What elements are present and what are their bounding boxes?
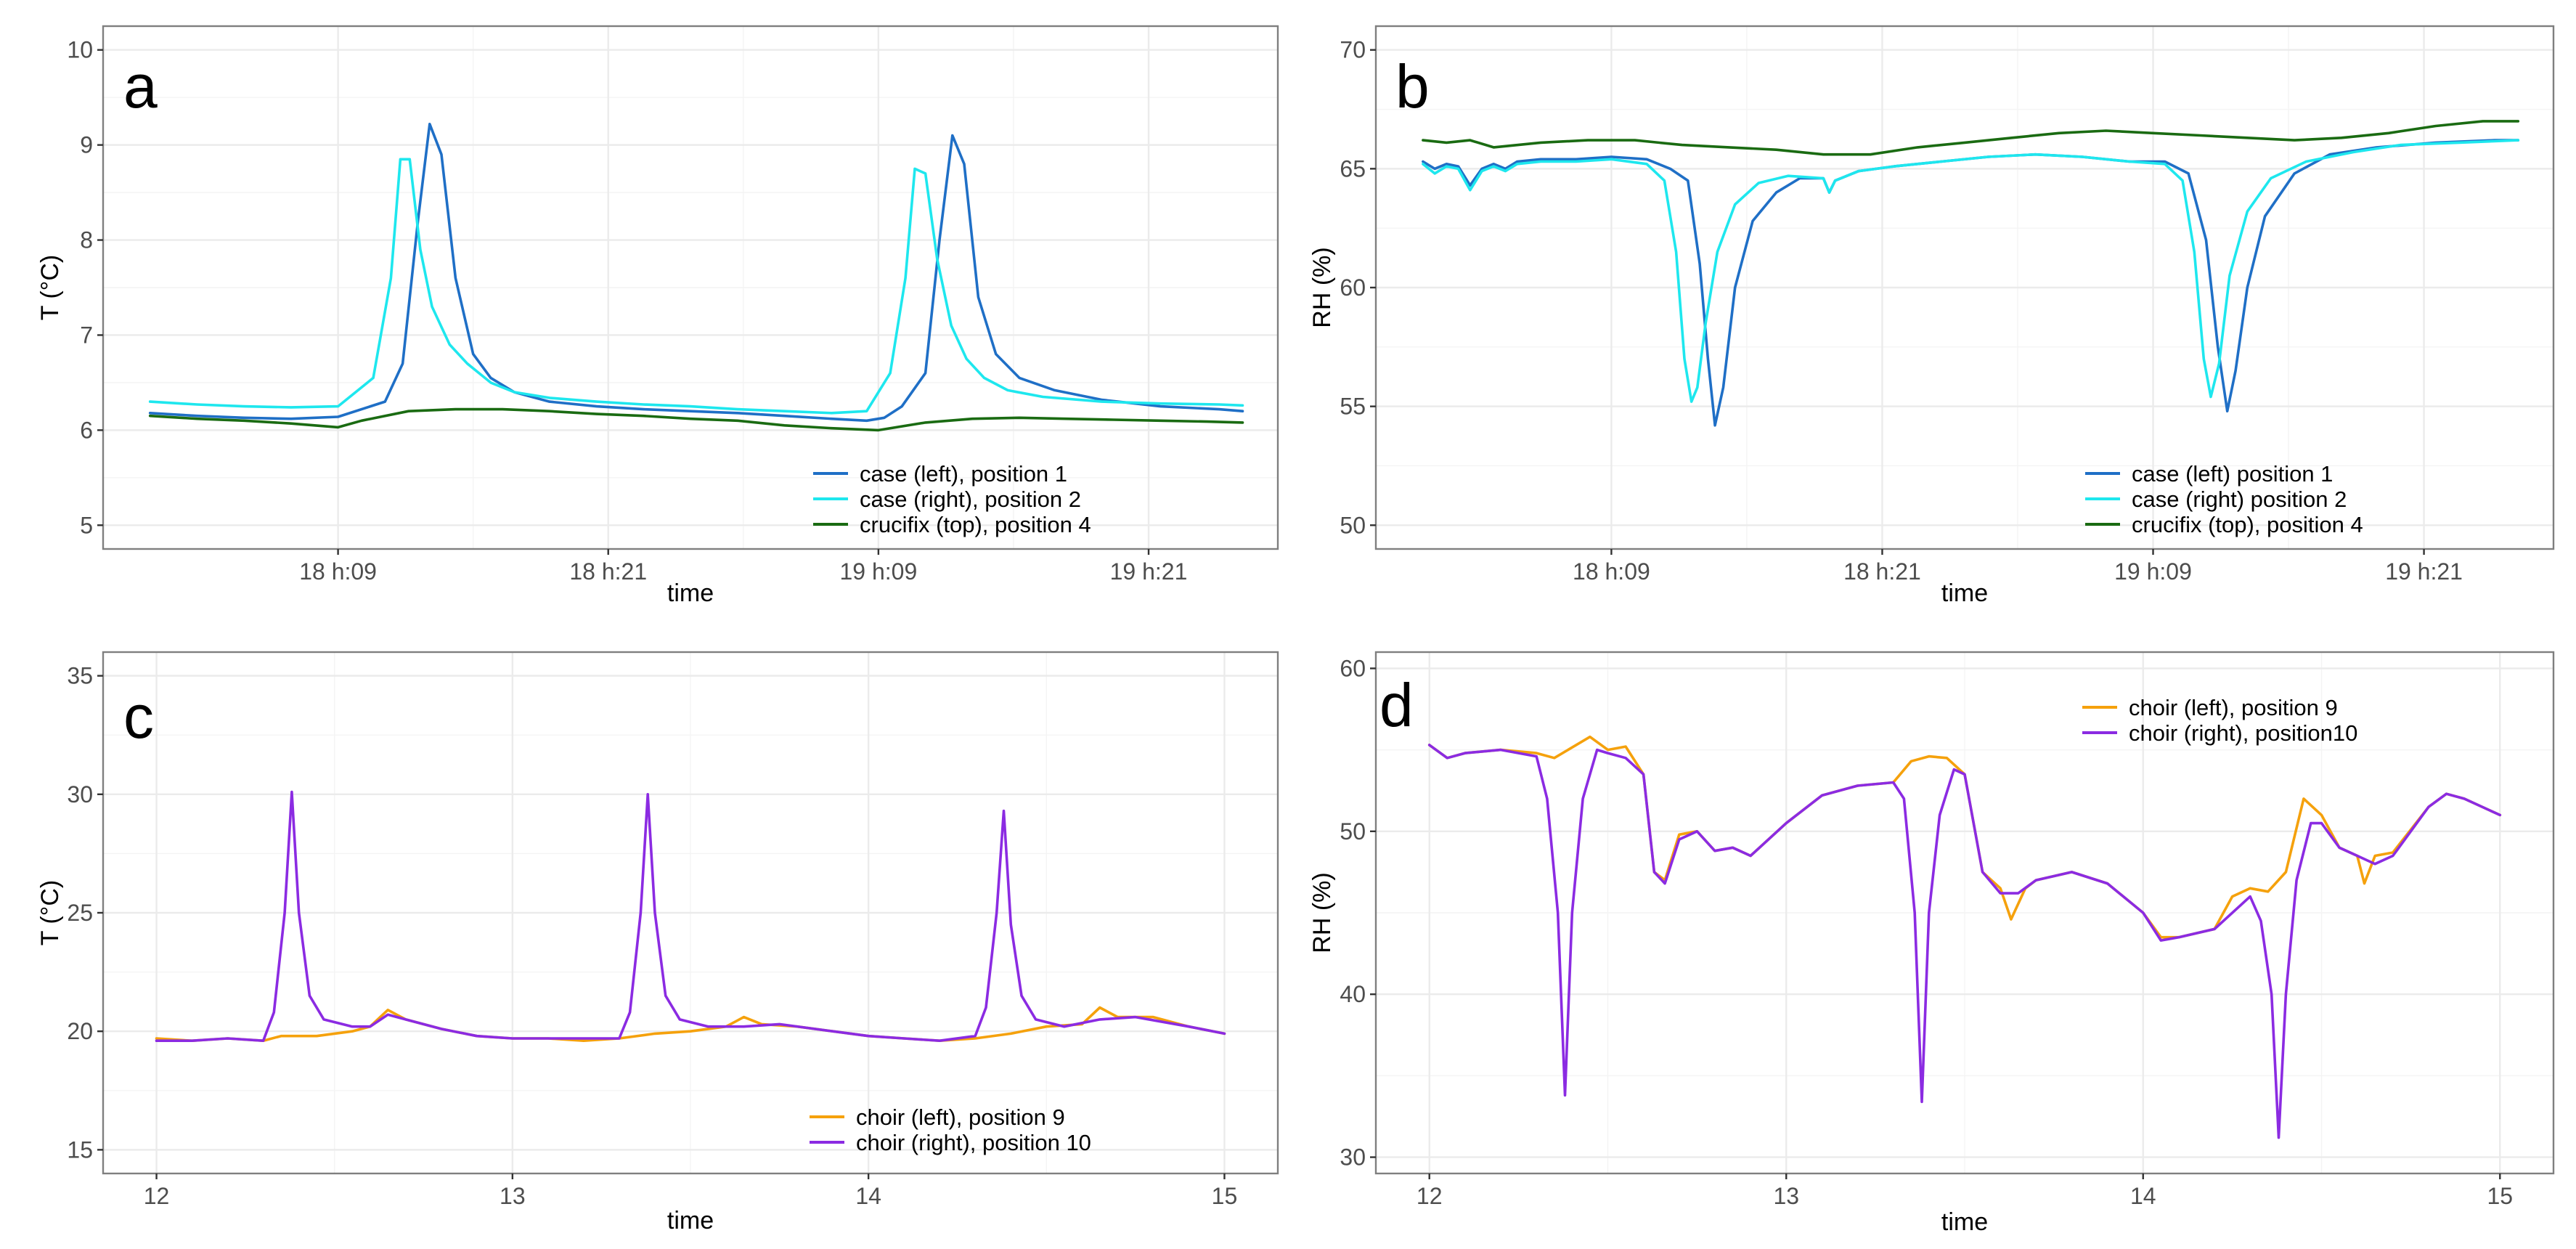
panel-c-series <box>155 790 1226 1042</box>
panel-d-y-axis-title: RH (%) <box>1308 872 1336 953</box>
panel-b-x-tick-label: 19 h:09 <box>2114 558 2192 585</box>
panel-b-y-tick-label: 70 <box>1340 37 1366 63</box>
panel-d-y-tick-label: 50 <box>1340 818 1366 845</box>
panel-a-y-tick-label: 9 <box>80 132 93 158</box>
panel-b-series <box>1422 120 2520 427</box>
panel-c-x-axis-title: time <box>667 1207 714 1234</box>
panel-b-legend-label-1: case (left) position 1 <box>2132 461 2333 487</box>
panel-a-x-tick-label: 18 h:09 <box>299 558 377 585</box>
panel-c-x-tick-label: 12 <box>144 1183 170 1209</box>
panel-a-series-line-2 <box>148 158 1244 415</box>
panel-d-frame <box>1374 651 2555 1175</box>
panel-b-y-tick-label: 60 <box>1340 274 1366 301</box>
panel-c-letter: c <box>123 683 154 751</box>
panel-a-x-tick-label: 19 h:21 <box>1110 558 1188 585</box>
panel-d: 12 13 14 15 30 40 50 60 d time RH (%) choir (le… <box>1308 651 2555 1236</box>
panel-c-x-tick-label: 15 <box>1212 1183 1238 1209</box>
panel-a: 18 h:09 18 h:21 19 h:09 19 h:21 5 6 7 8 9 10 a ti… <box>36 25 1279 607</box>
panel-c-ticks: 12 13 14 15 15 20 25 30 35 <box>67 663 1237 1209</box>
panel-a-y-axis-title: T (°C) <box>36 255 64 320</box>
panel-a-x-tick-label: 19 h:09 <box>839 558 917 585</box>
panel-b-x-tick-label: 18 h:21 <box>1843 558 1921 585</box>
panel-d-series-line-2 <box>1427 744 2502 1139</box>
panel-b-x-tick-label: 18 h:09 <box>1573 558 1650 585</box>
panel-c-legend-label-1: choir (left), position 9 <box>856 1104 1065 1130</box>
panel-a-legend-label-2: case (right), position 2 <box>860 487 1081 512</box>
panel-a-legend-label-1: case (left), position 1 <box>860 461 1067 487</box>
panel-d-y-tick-label: 60 <box>1340 655 1366 681</box>
panel-b: 18 h:09 18 h:21 19 h:09 19 h:21 50 55 60 65 70 b… <box>1308 25 2555 607</box>
panel-d-x-axis-title: time <box>1941 1208 1988 1236</box>
panel-c-legend-label-2: choir (right), position 10 <box>856 1130 1091 1155</box>
panel-b-ticks: 18 h:09 18 h:21 19 h:09 19 h:21 50 55 60 65 70 <box>1340 37 2463 585</box>
panel-a-series-line-1 <box>148 123 1244 423</box>
panel-b-letter: b <box>1395 52 1430 121</box>
panel-c-x-tick-label: 14 <box>855 1183 881 1209</box>
panel-a-legend-label-3: crucifix (top), position 4 <box>860 512 1091 537</box>
panel-a-y-tick-label: 8 <box>80 227 93 253</box>
panel-a-frame <box>102 25 1279 550</box>
panel-c-x-tick-label: 13 <box>500 1183 526 1209</box>
panel-a-y-tick-label: 5 <box>80 512 93 538</box>
panel-c-y-tick-label: 20 <box>67 1018 93 1044</box>
panel-b-legend-label-2: case (right) position 2 <box>2132 487 2347 512</box>
panel-d-x-tick-label: 13 <box>1773 1183 1799 1209</box>
panel-d-letter: d <box>1379 671 1414 739</box>
panel-d-x-tick-label: 12 <box>1417 1183 1443 1209</box>
panel-b-y-tick-label: 55 <box>1340 394 1366 420</box>
panel-a-y-tick-label: 10 <box>67 37 93 63</box>
panel-c: 12 13 14 15 15 20 25 30 35 c time T (°C) choir (… <box>36 651 1279 1234</box>
panel-d-y-tick-label: 30 <box>1340 1144 1366 1171</box>
panel-c-series-line-2 <box>155 790 1226 1042</box>
panel-a-series-line-3 <box>148 407 1244 432</box>
panel-b-legend-label-3: crucifix (top), position 4 <box>2132 512 2363 537</box>
panel-b-y-tick-label: 50 <box>1340 512 1366 538</box>
panel-a-grid <box>103 26 1278 549</box>
panel-c-y-tick-label: 15 <box>67 1136 93 1163</box>
panel-d-ticks: 12 13 14 15 30 40 50 60 <box>1340 655 2513 1209</box>
panel-a-ticks: 18 h:09 18 h:21 19 h:09 19 h:21 5 6 7 8 9 10 <box>67 37 1187 585</box>
panel-a-x-axis-title: time <box>667 579 714 607</box>
panel-d-series <box>1427 735 2502 1139</box>
panel-b-x-axis-title: time <box>1941 579 1988 607</box>
panel-a-letter: a <box>123 52 158 121</box>
panel-a-y-tick-label: 6 <box>80 417 93 443</box>
panel-d-legend-label-1: choir (left), position 9 <box>2129 695 2338 720</box>
panel-b-series-line-3 <box>1422 120 2520 156</box>
panel-d-y-tick-label: 40 <box>1340 981 1366 1007</box>
panel-d-x-tick-label: 15 <box>2487 1183 2513 1209</box>
panel-c-y-tick-label: 35 <box>67 663 93 689</box>
panel-a-x-tick-label: 18 h:21 <box>569 558 647 585</box>
panel-c-y-axis-title: T (°C) <box>36 880 64 945</box>
panel-d-x-tick-label: 14 <box>2130 1183 2156 1209</box>
panel-b-y-axis-title: RH (%) <box>1308 247 1336 327</box>
panel-a-y-tick-label: 7 <box>80 322 93 348</box>
panel-b-grid <box>1376 26 2553 549</box>
panel-b-series-line-2 <box>1422 139 2520 403</box>
panel-c-y-tick-label: 25 <box>67 900 93 926</box>
panel-b-x-tick-label: 19 h:21 <box>2385 558 2463 585</box>
panel-d-legend-label-2: choir (right), position10 <box>2129 720 2357 746</box>
panel-a-series <box>148 123 1244 432</box>
panel-b-y-tick-label: 65 <box>1340 155 1366 182</box>
panel-c-y-tick-label: 30 <box>67 781 93 807</box>
